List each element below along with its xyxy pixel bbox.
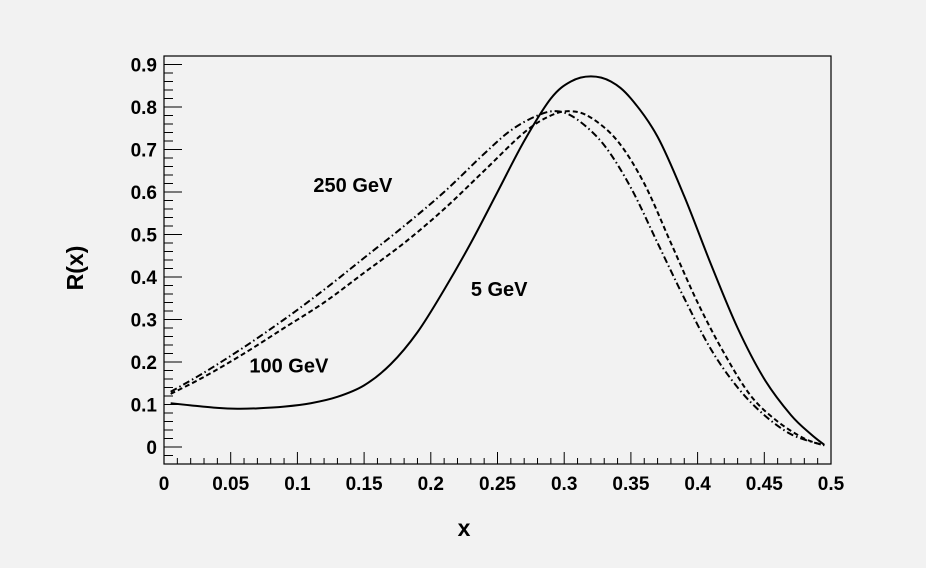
y-tick-label: 0.9 [131,56,157,77]
series-line-5gev [170,75,825,446]
y-tick-label: 0.5 [131,226,158,247]
y-axis: 0 0.1 0.2 0.3 0.4 0.5 0.6 0.7 0.8 0.9 [131,55,182,465]
x-tick-label: 0.5 [818,474,845,495]
y-tick-label: 0.2 [131,353,157,374]
y-tick-label: 0.4 [131,268,158,289]
y-tick-label: 0.8 [131,98,157,119]
x-axis-title: x [458,515,471,541]
plot-frame [163,55,832,465]
y-axis-title: R(x) [62,246,88,291]
annotation-250gev: 250 GeV [313,175,393,197]
annotation-5gev: 5 GeV [471,279,528,301]
series-line-100gev [170,110,825,447]
x-tick-label: 0.05 [212,474,249,495]
y-tick-label: 0.3 [131,311,157,332]
x-tick-label: 0.35 [612,474,649,495]
series-line-250gev [170,110,825,447]
annotation-layer: 250 GeV 100 GeV 5 GeV [249,175,528,378]
x-tick-label: 0.1 [284,474,311,495]
x-tick-label: 0.3 [551,474,577,495]
x-tick-label: 0.4 [684,474,711,495]
x-tick-label: 0.2 [418,474,444,495]
y-tick-label: 0 [146,438,157,459]
x-tick-label: 0.45 [746,474,783,495]
x-tick-label: 0.15 [346,474,383,495]
series-layer [170,75,825,447]
x-tick-label: 0.25 [479,474,516,495]
x-axis: 0 0.05 0.1 0.15 0.2 0.25 0.3 0.35 0.4 0.45 0.5 [159,452,845,495]
x-tick-label: 0 [159,474,170,495]
y-tick-label: 0.7 [131,141,157,162]
y-tick-label: 0.6 [131,183,157,204]
annotation-100gev: 100 GeV [249,356,329,378]
y-tick-label: 0.1 [131,396,158,417]
